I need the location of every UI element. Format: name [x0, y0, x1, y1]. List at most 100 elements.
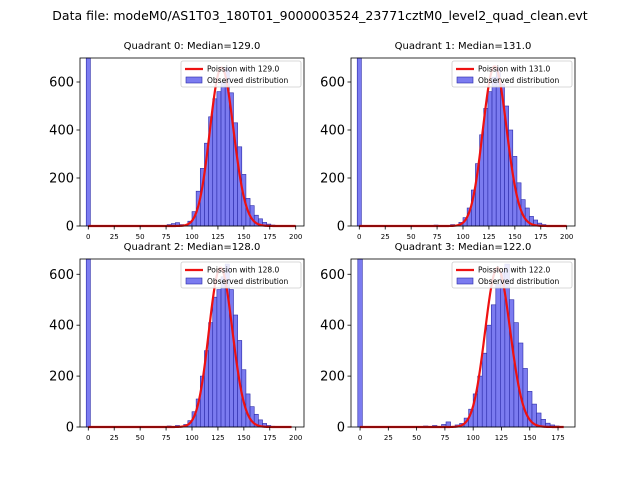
histogram-bar	[212, 98, 218, 227]
x-tick-label: 175	[263, 233, 276, 241]
legend-bar-swatch	[456, 76, 474, 84]
y-tick-label: 0	[66, 421, 74, 436]
x-tick-label: 125	[211, 434, 224, 442]
y-tick-label: 400	[49, 124, 74, 139]
x-tick-label: 125	[211, 233, 224, 241]
histogram-bar	[495, 284, 501, 428]
histogram-bar	[208, 322, 214, 428]
legend-label-observed: Observed distribution	[207, 76, 288, 85]
x-tick-label: 100	[466, 434, 479, 442]
subplot-quadrant-0: Quadrant 0: Median=129.0 0 25 50 75 100 125 150…	[49, 41, 305, 241]
legend-label-observed: Observed distribution	[207, 277, 288, 286]
y-tick-label: 0	[66, 220, 74, 235]
legend-label-poisson: Poission with 122.0	[478, 266, 551, 275]
legend-bar-swatch	[185, 76, 203, 84]
x-tick-label: 50	[412, 434, 421, 442]
legend-label-poisson: Poission with 131.0	[478, 65, 551, 74]
legend-label-poisson: Poission with 129.0	[207, 65, 280, 74]
x-tick-label: 200	[560, 233, 573, 241]
subplot-title: Quadrant 2: Median=128.0	[124, 242, 261, 253]
subplot-grid: Quadrant 0: Median=129.0 0 25 50 75 100 125 150…	[49, 41, 576, 442]
y-tick-label: 0	[337, 220, 345, 235]
histogram-bar	[522, 368, 528, 428]
legend-bar-swatch	[185, 277, 203, 285]
x-tick-label: 0	[86, 434, 90, 442]
x-tick-label: 0	[357, 233, 361, 241]
x-tick-label: 125	[482, 233, 495, 241]
x-tick-label: 50	[407, 233, 416, 241]
histogram-bar	[504, 263, 510, 428]
legend-box	[180, 261, 302, 289]
y-tick-label: 600	[49, 76, 74, 91]
histogram-bar	[481, 352, 488, 428]
x-tick-label: 75	[162, 233, 171, 241]
x-tick-label: 175	[534, 233, 547, 241]
y-tick-label: 200	[49, 172, 74, 187]
x-tick-label: 150	[237, 233, 250, 241]
y-tick-label: 400	[320, 124, 345, 139]
histogram-bar	[491, 76, 497, 227]
x-tick-label: 100	[185, 434, 198, 442]
x-tick-label: 150	[523, 434, 536, 442]
x-tick-label: 100	[456, 233, 469, 241]
x-tick-label: 150	[237, 434, 250, 442]
x-tick-label: 0	[358, 434, 362, 442]
x-tick-label: 175	[263, 434, 276, 442]
histogram-bar	[486, 324, 492, 428]
histogram-bar	[220, 276, 226, 428]
x-tick-label: 0	[86, 233, 90, 241]
legend-box	[451, 261, 573, 289]
x-tick-label: 200	[289, 434, 302, 442]
x-tick-label: 200	[289, 233, 302, 241]
legend-label-observed: Observed distribution	[478, 277, 559, 286]
y-tick-label: 400	[49, 319, 74, 334]
legend-label-poisson: Poission with 128.0	[207, 266, 280, 275]
y-tick-label: 200	[49, 370, 74, 385]
x-tick-label: 100	[185, 233, 198, 241]
y-tick-label: 600	[49, 268, 74, 283]
figure-suptitle: Data file: modeM0/AS1T03_180T01_90000035…	[52, 8, 587, 23]
histogram-bar	[216, 91, 222, 227]
legend-box	[451, 60, 573, 88]
subplot-title: Quadrant 0: Median=129.0	[124, 41, 261, 52]
y-tick-label: 600	[320, 268, 345, 283]
x-tick-label: 175	[551, 434, 564, 442]
y-tick-label: 200	[320, 172, 345, 187]
x-tick-label: 150	[508, 233, 521, 241]
subplot-quadrant-2: Quadrant 2: Median=128.0 0 25 50 75 100 125 150…	[49, 242, 305, 442]
x-tick-label: 75	[162, 434, 171, 442]
x-tick-label: 25	[384, 434, 393, 442]
x-tick-label: 75	[433, 233, 442, 241]
histogram-bar-zero	[357, 258, 363, 428]
subplot-title: Quadrant 3: Median=122.0	[395, 242, 532, 253]
y-tick-label: 0	[337, 421, 345, 436]
x-tick-label: 25	[381, 233, 390, 241]
y-tick-label: 600	[320, 76, 345, 91]
histogram-bar	[212, 296, 218, 428]
legend-box	[180, 60, 302, 88]
histogram-bar	[220, 81, 226, 227]
y-tick-label: 200	[320, 370, 345, 385]
histogram-bar	[216, 289, 222, 428]
histogram-bar	[509, 299, 515, 428]
histogram-bar	[487, 91, 493, 227]
histogram-bar-zero	[85, 258, 91, 428]
x-tick-label: 75	[440, 434, 449, 442]
x-tick-label: 125	[495, 434, 508, 442]
axes-frame	[350, 258, 576, 428]
x-tick-label: 25	[110, 233, 119, 241]
subplot-title: Quadrant 1: Median=131.0	[395, 41, 532, 52]
legend-label-observed: Observed distribution	[478, 76, 559, 85]
histogram-bar	[490, 304, 497, 428]
legend-bar-swatch	[456, 277, 474, 285]
subplot-quadrant-1: Quadrant 1: Median=131.0 0 25 50 75 100 125 150…	[320, 41, 576, 241]
histogram-bar-zero	[356, 57, 362, 227]
x-tick-label: 50	[136, 233, 145, 241]
histogram-bar	[495, 67, 501, 227]
histogram-bar-zero	[85, 57, 91, 227]
y-tick-label: 400	[320, 319, 345, 334]
x-tick-label: 50	[136, 434, 145, 442]
x-tick-label: 25	[110, 434, 119, 442]
subplot-quadrant-3: Quadrant 3: Median=122.0 0 25 50 75 100 125 150…	[320, 242, 576, 442]
